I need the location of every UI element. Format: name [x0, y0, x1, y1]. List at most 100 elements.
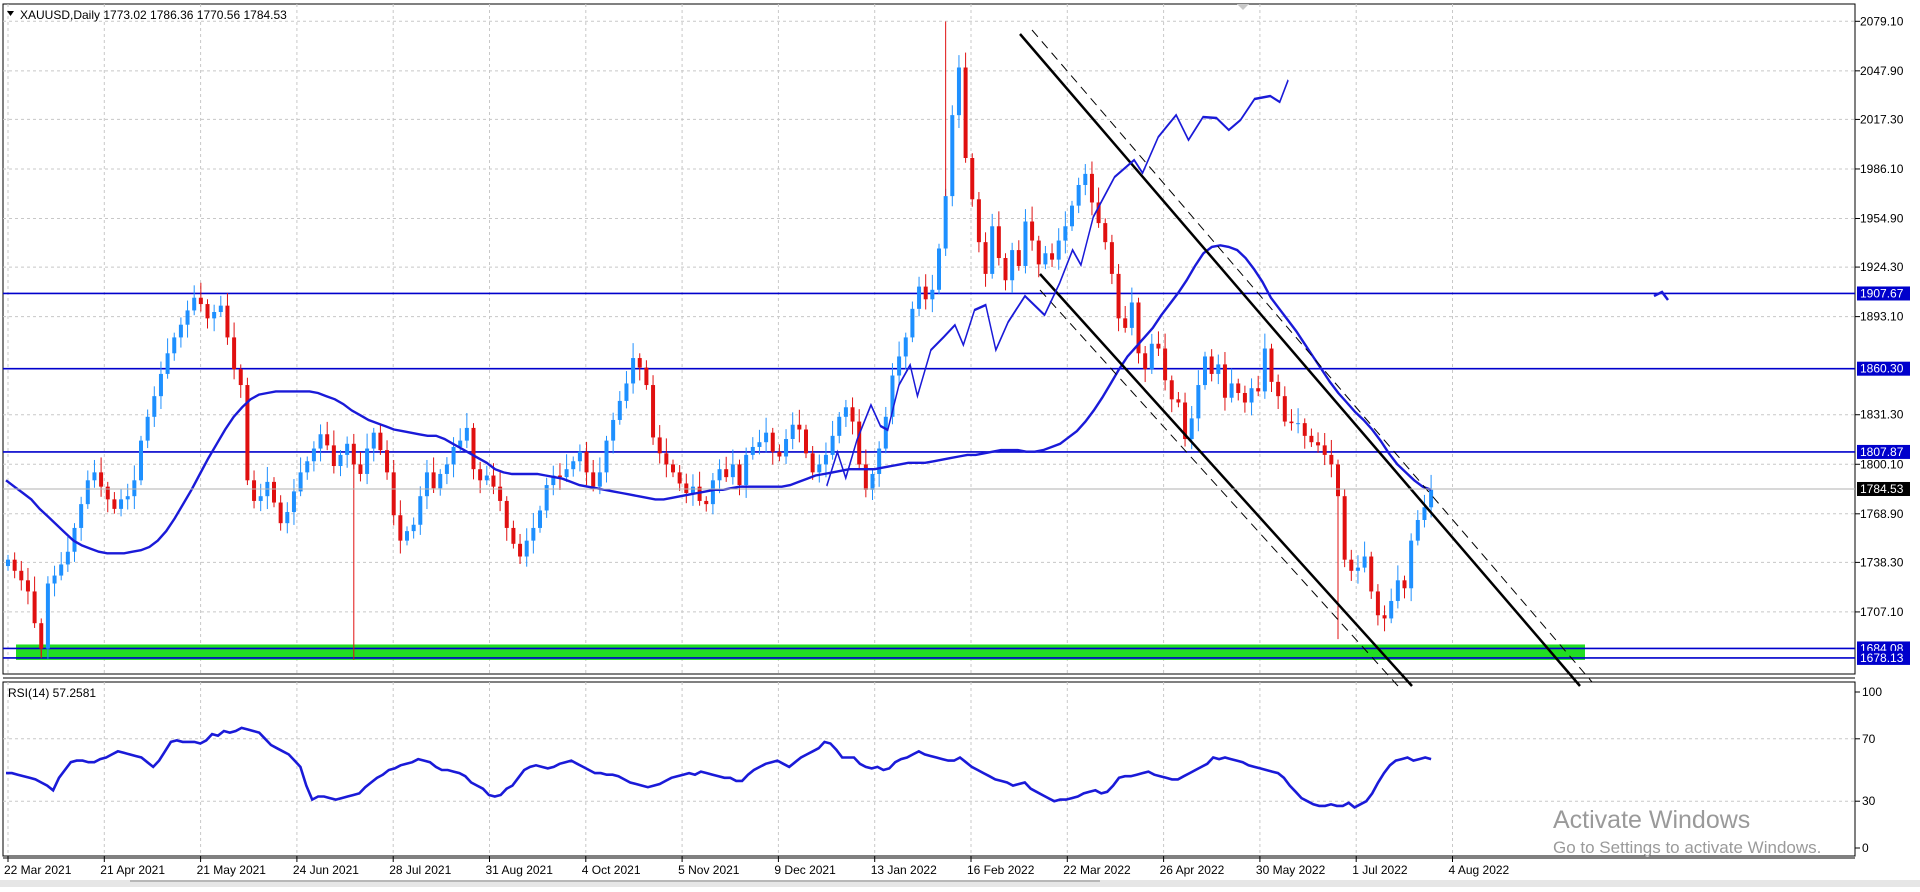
price-axis-label: 1800.10: [1860, 457, 1904, 471]
candle-body: [458, 440, 463, 447]
candle-body: [976, 199, 981, 243]
price-axis-label: 1707.10: [1860, 605, 1904, 619]
candle-body: [1316, 442, 1321, 446]
candle-body: [970, 158, 975, 200]
candle-body: [1276, 381, 1281, 397]
candle-body: [1262, 348, 1267, 392]
date-axis-label: 4 Oct 2021: [582, 863, 641, 877]
candle-body: [637, 358, 642, 368]
candle-body: [730, 464, 735, 478]
candle-body: [883, 416, 888, 449]
candle-body: [438, 473, 443, 489]
candle-body: [285, 512, 290, 524]
main-header: XAUUSD,Daily 1773.02 1786.36 1770.56 178…: [20, 8, 287, 22]
date-axis-label: 13 Jan 2022: [871, 863, 937, 877]
candle-body: [790, 424, 795, 440]
candle-body: [1036, 240, 1041, 265]
candle-body: [245, 385, 250, 481]
price-axis-label: 2079.10: [1860, 14, 1904, 28]
svg-text:1678.13: 1678.13: [1860, 651, 1904, 665]
candle-body: [1096, 202, 1101, 224]
candle-body: [710, 480, 715, 505]
candle-body: [837, 416, 842, 436]
main-pane[interactable]: [2, 3, 1856, 675]
price-axis-label: 1768.90: [1860, 507, 1904, 521]
tab-strip[interactable]: [0, 880, 1920, 887]
candle-body: [178, 324, 183, 338]
candle-body: [198, 297, 203, 305]
svg-text:1807.87: 1807.87: [1860, 445, 1904, 459]
candle-body: [1109, 242, 1114, 274]
projection-line[interactable]: [826, 79, 1289, 487]
channel-upper-line[interactable]: [1019, 33, 1581, 687]
candle-body: [757, 442, 762, 447]
rsi-indicator: [6, 726, 1432, 809]
candle-body: [538, 510, 542, 528]
projection-arrow-icon: [1653, 290, 1669, 301]
candle-body: [45, 583, 50, 649]
rsi-axis-label: 0: [1862, 841, 1869, 855]
candle-body: [6, 559, 10, 567]
candle-body: [1342, 496, 1347, 560]
candle-body: [1395, 580, 1400, 601]
candle-body: [897, 356, 902, 376]
date-axis-label: 24 Jun 2021: [293, 863, 359, 877]
candle-body: [1282, 396, 1287, 422]
candle-body: [39, 623, 44, 649]
projection-path[interactable]: [826, 79, 1669, 487]
candle-body: [305, 461, 310, 473]
candle-body: [311, 448, 316, 462]
candle-body: [1156, 343, 1161, 349]
candle-body: [85, 480, 90, 505]
candle-body: [744, 454, 749, 486]
candle-body: [770, 432, 775, 452]
shift-marker-icon[interactable]: [1237, 4, 1249, 10]
date-axis: 22 Mar 2021 21 Apr 2021 21 May 2021 24 Jun …: [0, 856, 1920, 887]
candle-body: [797, 424, 802, 430]
candle-body: [990, 226, 995, 274]
candle-body: [1296, 423, 1301, 425]
candle-body: [12, 559, 17, 571]
trend-channel[interactable]: [1019, 29, 1593, 687]
candle-body: [1249, 388, 1254, 403]
candle-body: [524, 540, 529, 557]
candle-body: [1123, 318, 1128, 328]
price-axis-label: 1924.30: [1860, 260, 1904, 274]
level-tag: 1860.30: [1857, 361, 1910, 376]
candle-body: [657, 437, 662, 454]
candle-body: [677, 472, 682, 484]
candle-body: [877, 448, 882, 474]
candle-body: [1103, 223, 1108, 243]
candle-body: [1070, 205, 1074, 227]
candle-body: [252, 480, 257, 501]
candle-body: [1203, 356, 1207, 386]
channel-upper-dashed[interactable]: [1031, 29, 1593, 683]
candle-body: [963, 67, 968, 159]
collapse-triangle-icon[interactable]: [7, 11, 14, 16]
candle-body: [850, 407, 855, 422]
channel-lower-line[interactable]: [1039, 273, 1413, 687]
candle-body: [385, 450, 390, 473]
rsi-pane[interactable]: [2, 681, 1856, 857]
candle-body: [1083, 173, 1088, 185]
candle-body: [857, 421, 862, 465]
date-axis-label: 1 Jul 2022: [1352, 863, 1408, 877]
candle-body: [764, 432, 769, 443]
candle-body: [1422, 507, 1427, 520]
price-axis-label: 1986.10: [1860, 162, 1904, 176]
candle-body: [1063, 226, 1068, 241]
candle-body: [843, 407, 848, 417]
candle-body: [25, 580, 30, 592]
date-axis-label: 4 Aug 2022: [1449, 863, 1510, 877]
candle-body: [1169, 380, 1174, 400]
candle-body: [917, 286, 922, 309]
candle-body: [1322, 445, 1327, 455]
candle-body: [1016, 250, 1021, 266]
candle-body: [498, 486, 503, 501]
candle-body: [165, 353, 170, 374]
current-price-tag: 1784.53: [1857, 481, 1910, 496]
candle-body: [1309, 435, 1314, 443]
candle-body: [218, 305, 223, 313]
